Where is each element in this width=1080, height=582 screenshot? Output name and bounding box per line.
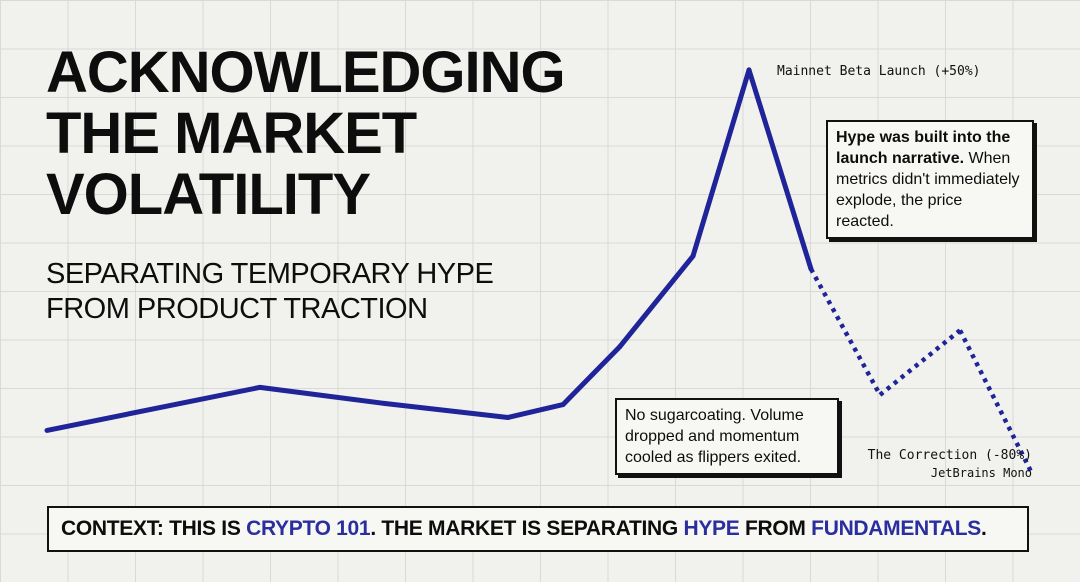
launch-callout: Hype was built into the launch narrative… (826, 120, 1034, 239)
context-middle: . THE MARKET IS SEPARATING (370, 517, 684, 540)
volume-callout: No sugarcoating. Volume dropped and mome… (615, 398, 839, 475)
launch-callout-bold: Hype was built into the launch narrative… (836, 129, 1011, 167)
line-segment (746, 67, 814, 272)
context-hype: HYPE (683, 517, 740, 540)
context-banner: CONTEXT: THIS IS CRYPTO 101. THE MARKET … (47, 506, 1029, 552)
launch-callout-text: When metrics didn't immediately explode,… (836, 150, 1020, 230)
context-crypto-101: CRYPTO 101 (246, 517, 371, 540)
line-segment (505, 402, 566, 420)
title-line-3: VOLATILITY (46, 162, 371, 227)
line-segment-dotted (878, 328, 962, 397)
subtitle-line-2: FROM PRODUCT TRACTION (46, 293, 428, 325)
line-segment (382, 401, 511, 420)
context-from: FROM (739, 517, 812, 540)
context-end: . (981, 517, 987, 540)
title-line-1: ACKNOWLEDGING (46, 40, 566, 105)
page-title: ACKNOWLEDGING THE MARKET VOLATILITY (46, 42, 686, 225)
line-segment (44, 384, 263, 433)
title-line-2: THE MARKET (46, 101, 417, 166)
line-segment (257, 384, 388, 406)
line-segment (560, 343, 623, 408)
context-fundamentals: FUNDAMENTALS (811, 517, 981, 540)
line-segment (617, 253, 696, 349)
line-segment (690, 67, 752, 259)
peak-annotation: Mainnet Beta Launch (+50%) (777, 64, 981, 79)
line-segment-dotted (809, 267, 882, 396)
subtitle-line-1: SEPARATING TEMPORARY HYPE (46, 258, 494, 290)
page-subtitle: SEPARATING TEMPORARY HYPE FROM PRODUCT T… (46, 257, 606, 327)
correction-annotation: The Correction (-80%) (867, 448, 1032, 463)
context-prefix: CONTEXT: THIS IS (61, 517, 247, 540)
font-caption: JetBrains Mono (930, 466, 1032, 480)
